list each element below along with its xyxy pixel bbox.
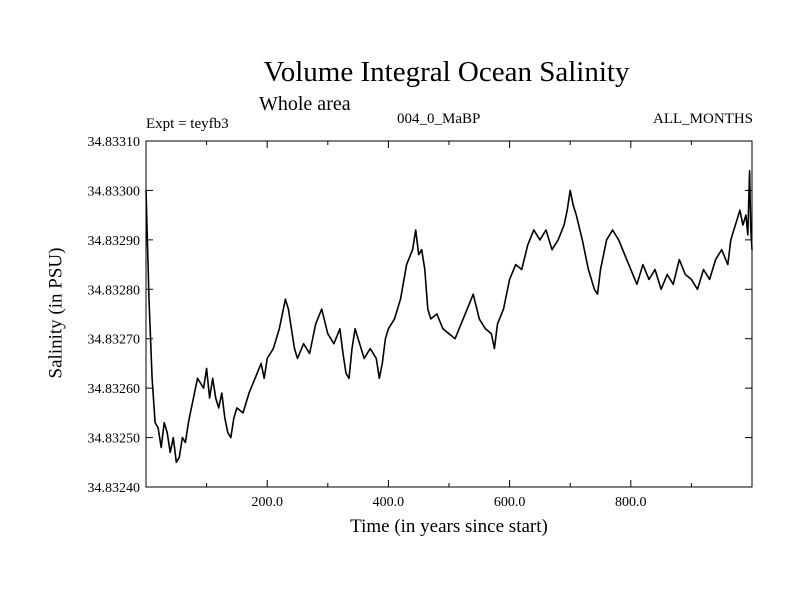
y-tick-label: 34.83300	[88, 184, 141, 199]
x-axis: 200.0 400.0 600.0 800.0	[206, 141, 692, 510]
x-tick-label: 200.0	[251, 495, 283, 510]
series-line-salinity	[145, 169, 753, 464]
months-label: ALL_MONTHS	[653, 111, 753, 127]
y-tick-label: 34.83290	[88, 234, 141, 249]
y-tick-label: 34.83310	[88, 135, 141, 150]
y-tick-label: 34.83260	[88, 382, 141, 397]
x-tick-label: 400.0	[373, 495, 405, 510]
y-axis: 34.83240 34.83250 34.83260 34.83270 34.83280…	[88, 135, 752, 496]
x-tick-label: 800.0	[615, 495, 647, 510]
y-tick-label: 34.83240	[88, 481, 141, 496]
experiment-label: Expt = teyfb3	[146, 116, 229, 132]
y-tick-label: 34.83270	[88, 333, 141, 348]
chart-title: Volume Integral Ocean Salinity	[263, 56, 630, 88]
y-tick-label: 34.83280	[88, 283, 141, 298]
chart-subtitle: Whole area	[259, 93, 351, 115]
period-label: 004_0_MaBP	[397, 111, 481, 127]
plot-frame	[145, 140, 753, 488]
x-tick-label: 600.0	[494, 495, 526, 510]
x-axis-title: Time (in years since start)	[350, 516, 548, 537]
y-tick-label: 34.83250	[88, 432, 141, 447]
